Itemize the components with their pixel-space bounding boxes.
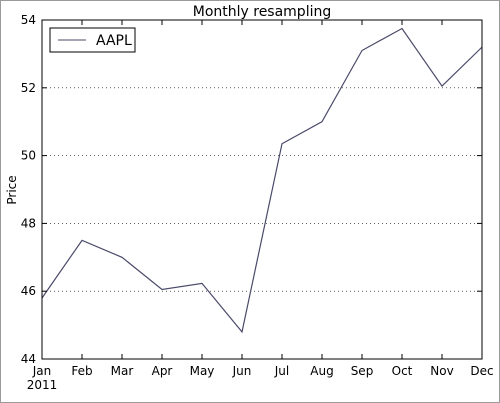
y-tick-label: 52: [21, 81, 36, 95]
x-tick-label: Oct: [392, 364, 413, 378]
axis-ticks: 44 46 48 50 52 54 Jan Feb Mar Apr May Jun Jul Aug Sep O…: [21, 13, 494, 392]
x-tick-label: Jul: [274, 364, 289, 378]
y-tick-label: 46: [21, 284, 36, 298]
series-line-aapl: [41, 27, 483, 334]
x-tick-label: Mar: [111, 364, 134, 378]
grid-lines: [42, 87, 482, 292]
x-tick-label: Aug: [310, 364, 333, 378]
x-tick-label: Apr: [152, 364, 173, 378]
plot-area: [41, 19, 483, 360]
y-tick-label: 44: [21, 352, 36, 366]
series-group: [41, 27, 483, 334]
chart-title: Monthly resampling: [193, 4, 332, 20]
x-tick-sublabel-year: 2011: [27, 378, 58, 392]
legend-label-aapl: AAPL: [96, 33, 132, 49]
y-tick-label: 50: [21, 149, 36, 163]
x-tick-label: Feb: [71, 364, 92, 378]
y-tick-label: 48: [21, 216, 36, 230]
x-tick-label: Sep: [351, 364, 374, 378]
legend: AAPL: [49, 27, 136, 53]
y-tick-label: 54: [21, 13, 36, 27]
y-axis-label: Price: [5, 175, 19, 204]
x-tick-label: Nov: [430, 364, 453, 378]
x-tick-label: Dec: [470, 364, 493, 378]
x-tick-label: May: [190, 364, 215, 378]
x-tick-label: Jun: [232, 364, 252, 378]
x-tick-label: Jan: [32, 364, 52, 378]
